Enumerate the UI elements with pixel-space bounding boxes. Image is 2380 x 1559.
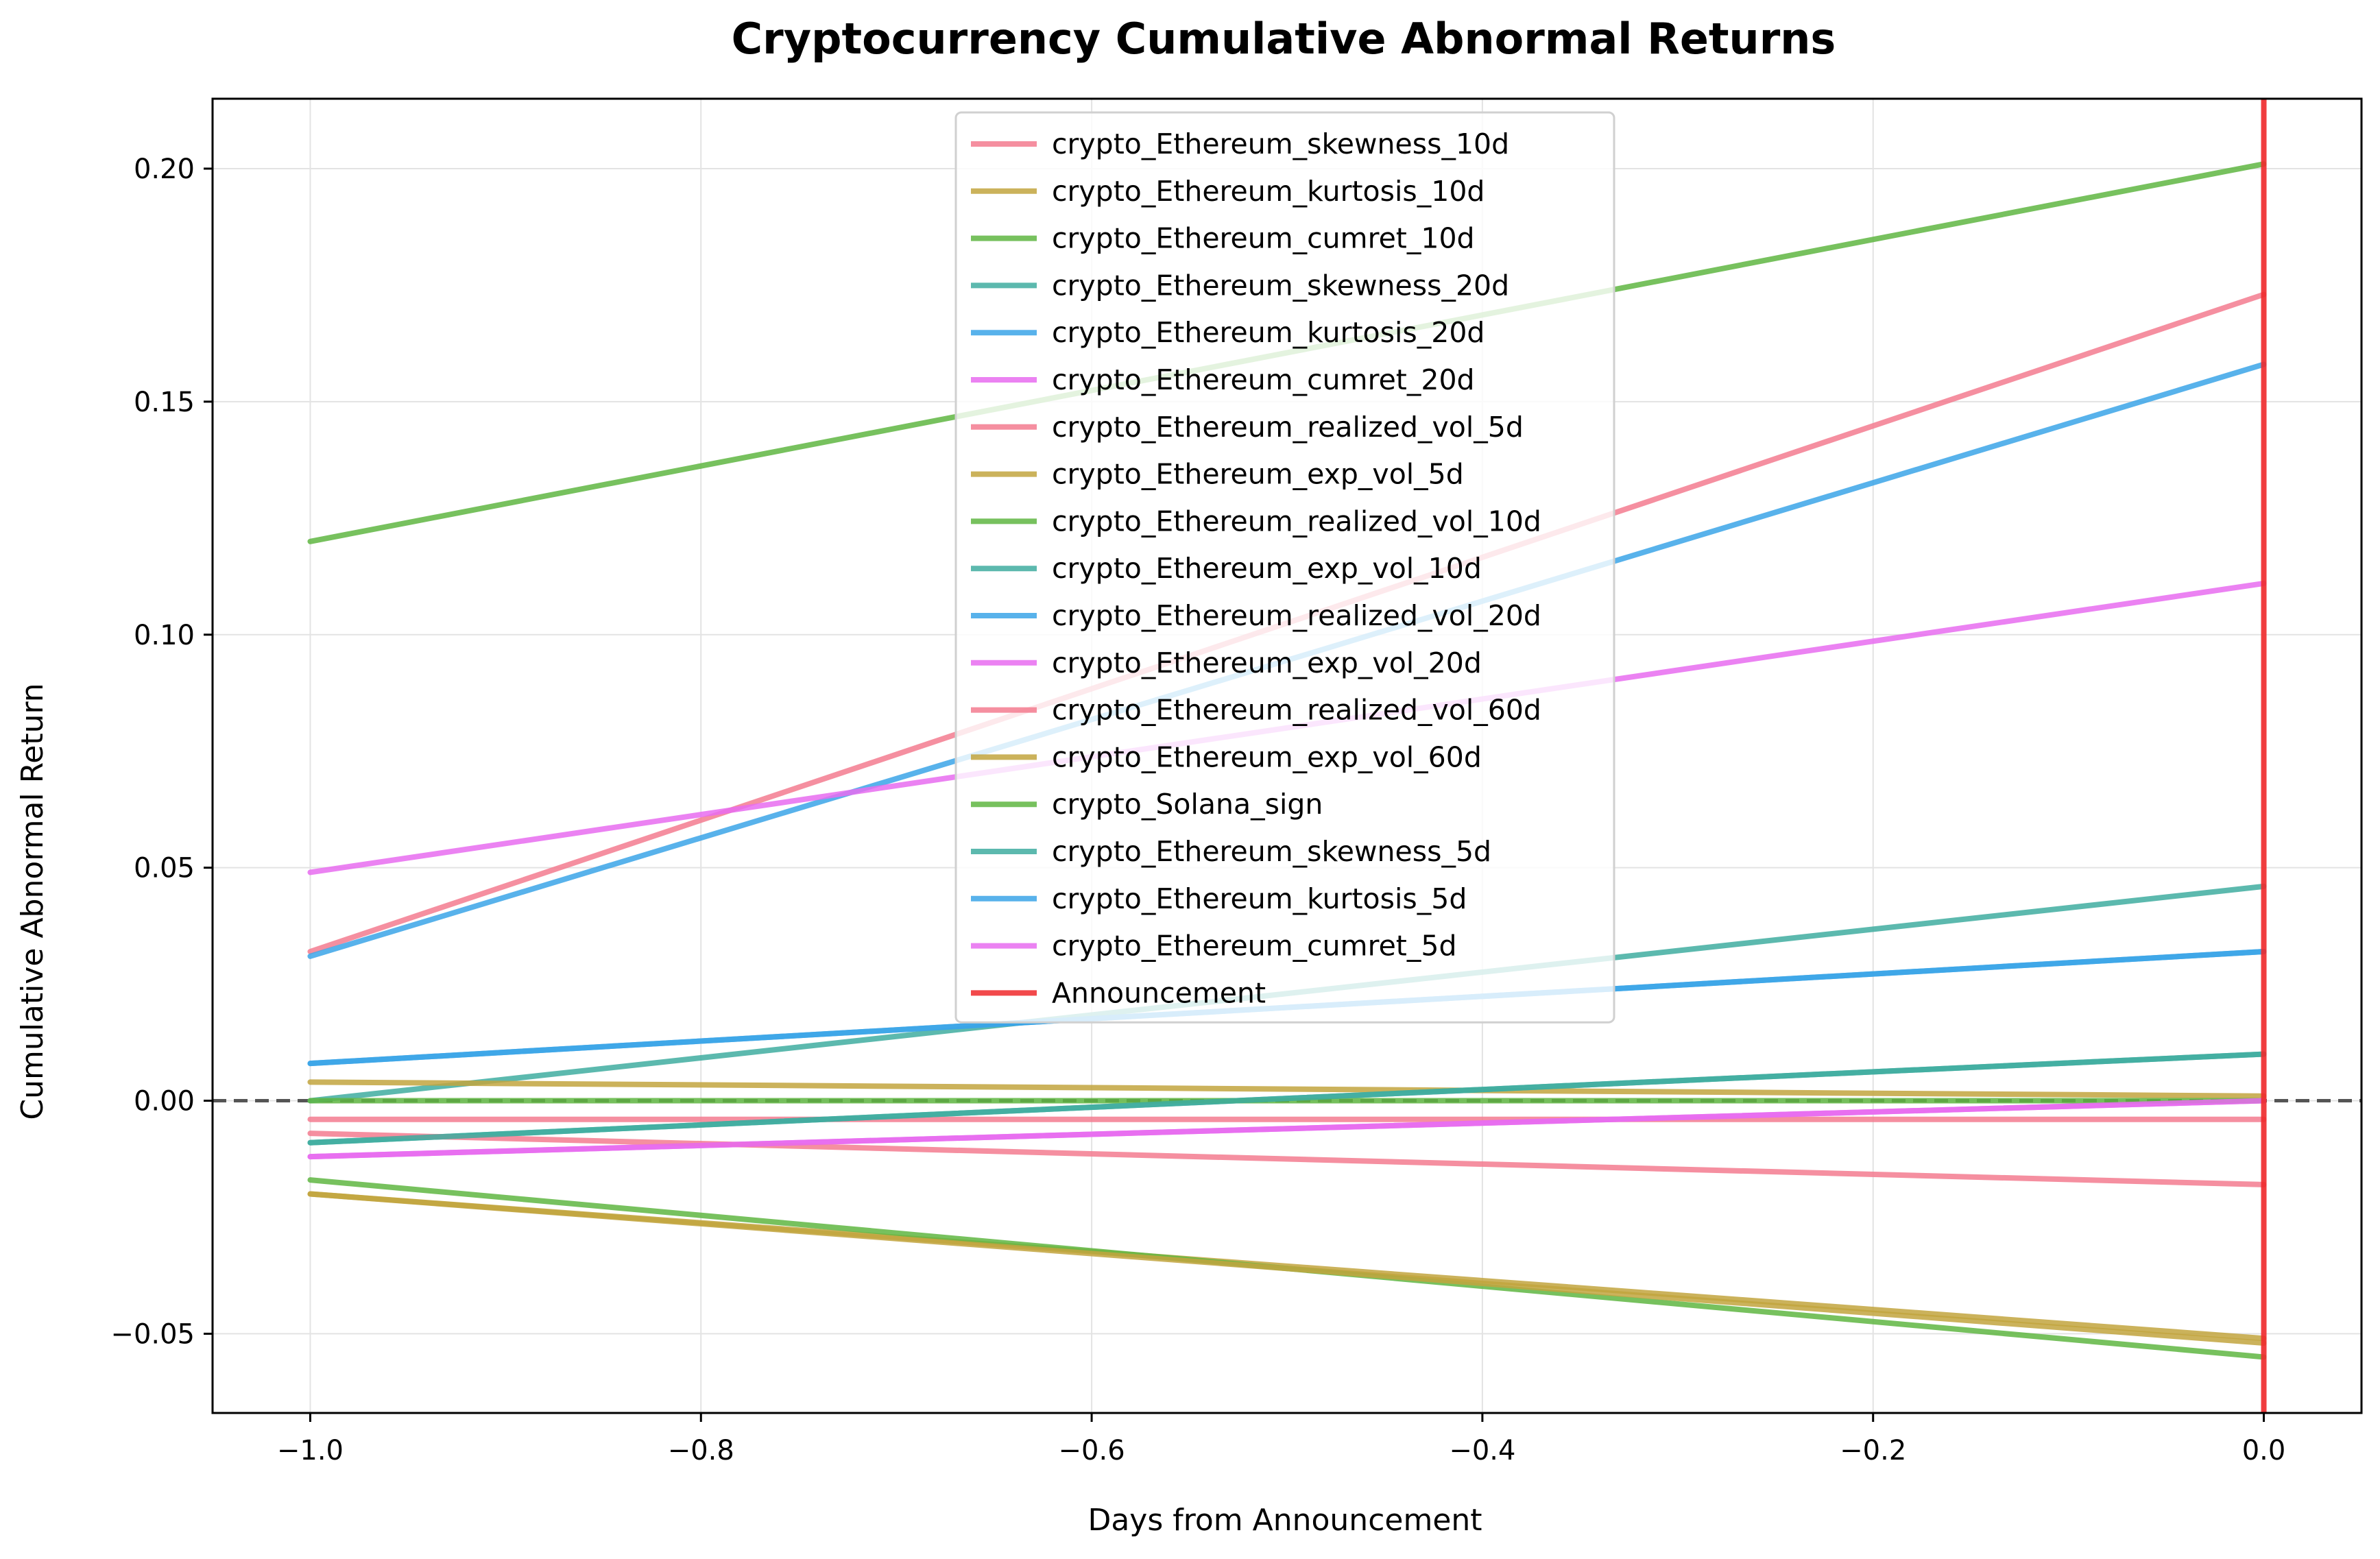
y-axis-ticks: −0.05 0.00 0.05 0.10 0.15 0.20 <box>110 154 213 1350</box>
legend-box <box>954 111 1615 1024</box>
x-axis-ticks: −1.0 −0.8 −0.6 −0.4 −0.2 0.0 <box>277 1413 2285 1466</box>
legend-label: crypto_Solana_sign <box>1052 788 1323 821</box>
x-tick-label: −1.0 <box>277 1435 344 1466</box>
legend-label: crypto_Ethereum_cumret_20d <box>1052 363 1475 396</box>
legend-label: crypto_Ethereum_cumret_5d <box>1052 930 1456 963</box>
legend-label: crypto_Ethereum_exp_vol_5d <box>1052 458 1464 491</box>
series-line-crypto_Ethereum_skewness_5d <box>307 1051 2267 1146</box>
legend-label: crypto_Ethereum_skewness_20d <box>1052 269 1509 302</box>
y-tick-label: 0.20 <box>134 154 195 185</box>
plot-frame <box>211 97 2363 1414</box>
legend-label: crypto_Ethereum_kurtosis_10d <box>1052 175 1485 208</box>
legend-label: crypto_Ethereum_realized_vol_10d <box>1052 505 1541 537</box>
series-line-crypto_Ethereum_exp_vol_60d <box>307 1191 2267 1346</box>
y-tick-label: 0.15 <box>134 387 195 418</box>
legend-label: crypto_Ethereum_kurtosis_5d <box>1052 882 1467 915</box>
legend: crypto_Ethereum_skewness_10d crypto_Ether… <box>954 111 1615 1024</box>
y-tick-label: 0.00 <box>134 1086 195 1117</box>
x-axis-label: Days from Announcement <box>1087 1503 1482 1538</box>
x-tick-label: 0.0 <box>2242 1435 2286 1466</box>
y-axis-label: Cumulative Abnormal Return <box>15 683 50 1120</box>
series-line-crypto_Ethereum_cumret_5d <box>307 1098 2267 1160</box>
y-tick-label: 0.05 <box>134 853 195 884</box>
legend-label: crypto_Ethereum_cumret_10d <box>1052 222 1475 255</box>
x-tick-label: −0.6 <box>1059 1435 1125 1466</box>
legend-label: crypto_Ethereum_realized_vol_60d <box>1052 694 1541 727</box>
legend-label: crypto_Ethereum_exp_vol_20d <box>1052 646 1482 679</box>
series-line-crypto_Ethereum_realized_vol_60d <box>307 1131 2267 1187</box>
y-tick-label: 0.10 <box>134 620 195 651</box>
legend-label: Announcement <box>1052 976 1266 1009</box>
x-tick-label: −0.2 <box>1840 1435 1906 1466</box>
chart-title: Cryptocurrency Cumulative Abnormal Retur… <box>732 14 1836 64</box>
y-tick-label: −0.05 <box>110 1318 195 1350</box>
legend-label: crypto_Ethereum_realized_vol_5d <box>1052 411 1524 444</box>
legend-label: crypto_Ethereum_skewness_10d <box>1052 128 1509 160</box>
legend-label: crypto_Ethereum_exp_vol_10d <box>1052 552 1482 585</box>
legend-label: crypto_Ethereum_exp_vol_60d <box>1052 740 1482 773</box>
x-tick-label: −0.4 <box>1449 1435 1515 1466</box>
legend-label: crypto_Ethereum_realized_vol_20d <box>1052 599 1541 632</box>
series-line-crypto_Ethereum_exp_vol_5d <box>307 1079 2267 1099</box>
legend-label: crypto_Ethereum_kurtosis_20d <box>1052 316 1485 349</box>
legend-label: crypto_Ethereum_skewness_5d <box>1052 835 1491 868</box>
x-tick-label: −0.8 <box>668 1435 734 1466</box>
